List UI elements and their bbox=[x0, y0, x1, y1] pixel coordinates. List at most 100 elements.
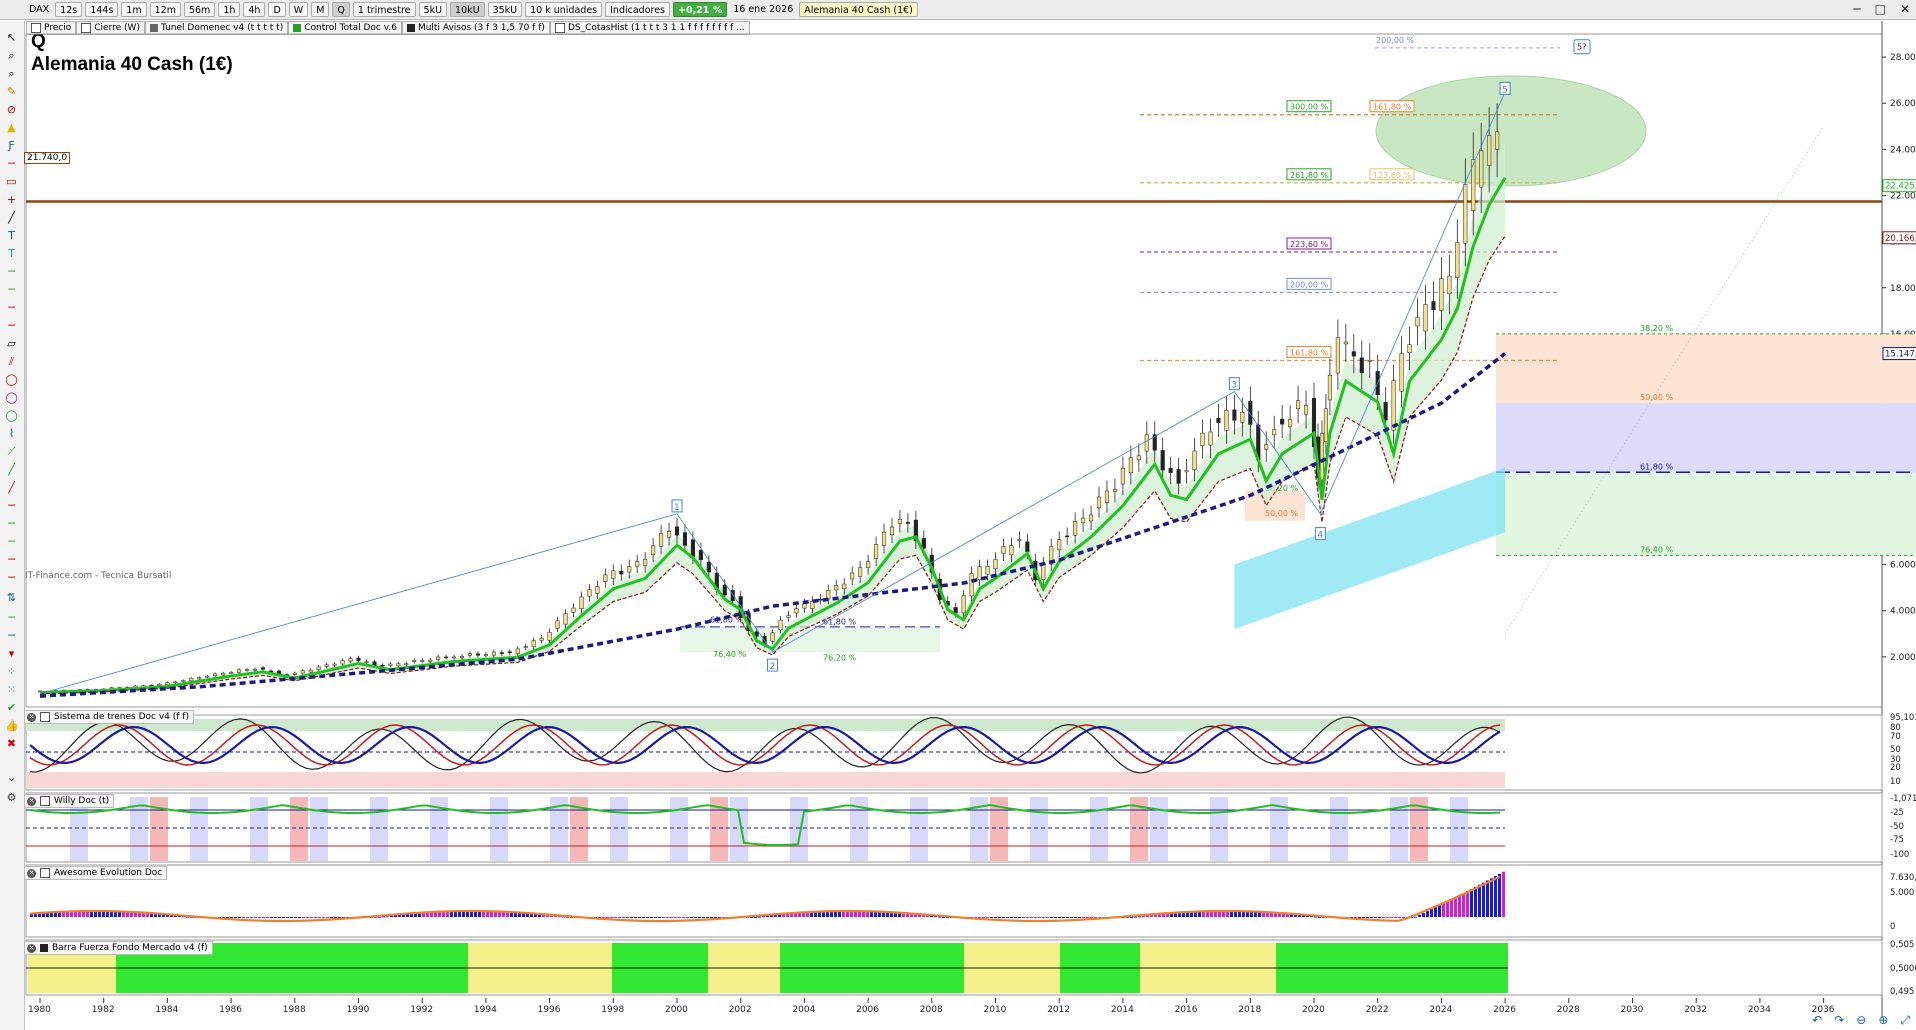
redo-icon[interactable]: ↷ bbox=[1834, 1013, 1845, 1027]
awesome-bar bbox=[1198, 911, 1201, 917]
grid-icon[interactable]: ⁙ bbox=[6, 683, 17, 696]
checkbox-icon[interactable] bbox=[40, 868, 50, 878]
marker-red-icon[interactable]: ▾ bbox=[8, 647, 15, 660]
checkbox-icon[interactable] bbox=[554, 23, 565, 33]
pencil-icon[interactable]: ✎ bbox=[6, 85, 17, 98]
zoom-out-icon[interactable]: ⊖ bbox=[1856, 1013, 1867, 1027]
awesome-bar bbox=[58, 912, 61, 917]
cursor-icon[interactable]: ↖ bbox=[6, 31, 17, 44]
collapse-icon[interactable]: ⌄ bbox=[6, 771, 17, 784]
candle-bull bbox=[643, 558, 648, 566]
line-red2-icon[interactable]: ─ bbox=[8, 319, 15, 332]
awesome-bar bbox=[990, 917, 993, 918]
close-icon[interactable]: ✕ bbox=[1899, 2, 1910, 16]
hline-icon[interactable]: ─ bbox=[8, 157, 15, 170]
settings-icon[interactable]: ⚙ bbox=[6, 791, 17, 804]
awesome-bar bbox=[374, 917, 377, 918]
tf-q[interactable]: Q bbox=[332, 2, 350, 17]
cross-icon[interactable]: ✖ bbox=[6, 737, 17, 750]
units-35k[interactable]: 35kU bbox=[487, 2, 523, 17]
fibonacci-icon[interactable]: Ƒ bbox=[8, 139, 15, 152]
ray-red-icon[interactable]: ╱ bbox=[8, 481, 15, 494]
panel-willy-title[interactable]: ✕ Willy Doc (t) bbox=[24, 794, 115, 808]
candle-bull bbox=[1415, 317, 1420, 327]
panel-barra-title[interactable]: ✕ Barra Fuerza Fondo Mercado v4 (f) bbox=[24, 941, 213, 955]
tf-144s[interactable]: 144s bbox=[85, 2, 119, 17]
delete-icon[interactable]: ⊘ bbox=[6, 103, 17, 116]
awesome-bar bbox=[342, 917, 345, 918]
tf-12m[interactable]: 12m bbox=[149, 2, 181, 17]
symbol-selector[interactable]: DAX bbox=[29, 4, 50, 15]
tf-w[interactable]: W bbox=[288, 2, 309, 17]
awesome-bar bbox=[182, 916, 185, 918]
line-red5-icon[interactable]: ─ bbox=[8, 571, 15, 584]
ellipse-purple-icon[interactable]: ◯ bbox=[5, 391, 18, 404]
minimize-icon[interactable]: ─ bbox=[1853, 2, 1861, 16]
line-red-icon[interactable]: ─ bbox=[8, 301, 15, 314]
tf-4h[interactable]: 4h bbox=[243, 2, 266, 17]
price-tick-label: 2.000 bbox=[1890, 653, 1916, 663]
units-dropdown[interactable]: 10 k unidades bbox=[525, 2, 603, 17]
zoom-icon[interactable]: ⌕ bbox=[8, 49, 15, 62]
close-panel-icon[interactable]: ✕ bbox=[27, 712, 36, 722]
tf-d[interactable]: D bbox=[268, 2, 286, 17]
tf-1h[interactable]: 1h bbox=[218, 2, 241, 17]
maximize-icon[interactable]: □ bbox=[1874, 2, 1886, 16]
checkbox-icon[interactable] bbox=[40, 712, 50, 722]
magnifier-icon[interactable]: ⌕ bbox=[8, 67, 15, 80]
checkbox-icon[interactable] bbox=[40, 796, 50, 806]
polyline-icon[interactable]: ⟋ bbox=[7, 445, 16, 458]
awesome-bar bbox=[1382, 917, 1385, 918]
candle-bear bbox=[380, 664, 385, 667]
arrow-blue-icon[interactable]: ⇅ bbox=[6, 591, 17, 604]
units-10k[interactable]: 10kU bbox=[450, 2, 485, 17]
undo-icon[interactable]: ↶ bbox=[1812, 1013, 1823, 1027]
indicators-button[interactable]: Indicadores bbox=[605, 2, 670, 17]
panel-awesome-title[interactable]: ✕ Awesome Evolution Doc bbox=[24, 866, 168, 880]
line-green-icon[interactable]: ─ bbox=[8, 265, 15, 278]
line-green5-icon[interactable]: ─ bbox=[8, 611, 15, 624]
close-panel-icon[interactable]: ✕ bbox=[27, 868, 36, 878]
ellipse-green-icon[interactable]: ◯ bbox=[5, 409, 18, 422]
line-red3-icon[interactable]: ─ bbox=[8, 499, 15, 512]
channel-icon[interactable]: ⫽ bbox=[9, 355, 14, 368]
line-red4-icon[interactable]: ─ bbox=[8, 553, 15, 566]
units-5k[interactable]: 5kU bbox=[418, 2, 448, 17]
price-tick-label: 28.000 bbox=[1890, 53, 1916, 63]
thumbs-up-icon[interactable]: 👍 bbox=[5, 719, 19, 732]
close-panel-icon[interactable]: ✕ bbox=[27, 796, 36, 806]
tf-56m[interactable]: 56m bbox=[183, 2, 216, 17]
text-icon[interactable]: T bbox=[8, 229, 15, 242]
line-green3-icon[interactable]: ─ bbox=[8, 517, 15, 530]
text-alt-icon[interactable]: T bbox=[8, 247, 15, 260]
tf-1m[interactable]: 1m bbox=[121, 2, 147, 17]
checkbox-icon[interactable] bbox=[31, 23, 41, 33]
tf-12s[interactable]: 12s bbox=[55, 2, 83, 17]
x-tick-label: 2036 bbox=[1812, 1005, 1835, 1015]
fit-icon[interactable]: ⤢ bbox=[1900, 1013, 1910, 1027]
fib-top-label: 200,00 % bbox=[1376, 36, 1415, 45]
ellipse-red-icon[interactable]: ◯ bbox=[5, 373, 18, 386]
awesome-bar bbox=[322, 917, 325, 918]
line-green4-icon[interactable]: ─ bbox=[8, 535, 15, 548]
checkbox-icon[interactable] bbox=[81, 23, 92, 33]
ruler-icon[interactable]: ▱ bbox=[7, 337, 16, 350]
check-icon[interactable]: ✔ bbox=[6, 701, 17, 714]
period-dropdown[interactable]: 1 trimestre bbox=[352, 2, 416, 17]
line-blue-icon[interactable]: ─ bbox=[8, 629, 15, 642]
tf-m[interactable]: M bbox=[311, 2, 330, 17]
line-green2-icon[interactable]: ─ bbox=[8, 283, 15, 296]
candle-bear bbox=[1359, 357, 1364, 373]
alert-icon[interactable]: ▲ bbox=[7, 121, 16, 134]
plus-icon[interactable]: + bbox=[6, 193, 17, 206]
path-icon[interactable]: ⌇ bbox=[8, 427, 15, 440]
rectangle-icon[interactable]: ▭ bbox=[6, 175, 17, 188]
ray-green-icon[interactable]: ╱ bbox=[8, 463, 15, 476]
zoom-in-icon[interactable]: ⊕ bbox=[1878, 1013, 1889, 1027]
panel-trenes-title[interactable]: ✕ Sistema de trenes Doc v4 (f f) bbox=[24, 710, 194, 724]
close-panel-icon[interactable]: ✕ bbox=[27, 943, 36, 953]
awesome-axis-label: 7.630,2 bbox=[1890, 873, 1916, 883]
trendline-icon[interactable]: ╱ bbox=[8, 211, 15, 224]
marker-blue-icon[interactable]: ⁘ bbox=[6, 665, 17, 678]
